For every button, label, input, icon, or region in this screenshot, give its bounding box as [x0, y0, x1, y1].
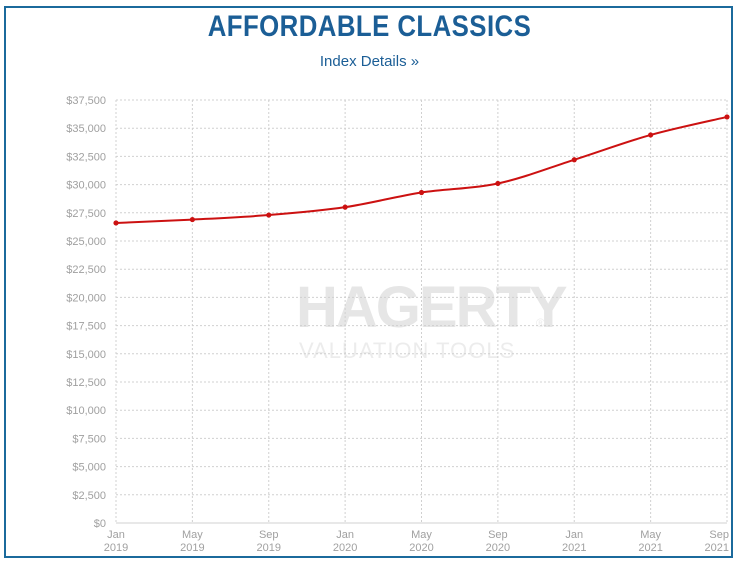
- watermark-tagline: VALUATION TOOLS: [299, 338, 515, 363]
- y-tick-label: $25,000: [66, 236, 106, 248]
- y-tick-label: $30,000: [66, 180, 106, 192]
- x-tick-month: Jan: [336, 529, 354, 541]
- x-tick-year: 2020: [333, 542, 357, 554]
- data-point[interactable]: [571, 157, 577, 163]
- x-tick-month: Sep: [709, 529, 729, 541]
- data-point[interactable]: [418, 189, 425, 196]
- y-tick-label: $17,500: [66, 321, 106, 333]
- y-tick-label: $37,500: [66, 95, 106, 107]
- y-tick-label: $12,500: [66, 377, 106, 389]
- y-tick-label: $7,500: [72, 433, 106, 445]
- x-tick-year: 2021: [705, 542, 729, 554]
- y-tick-label: $10,000: [66, 405, 106, 417]
- x-tick-month: May: [411, 529, 432, 541]
- data-point[interactable]: [724, 114, 730, 120]
- y-tick-label: $35,000: [66, 123, 106, 135]
- chart-grid: [115, 99, 728, 524]
- y-tick-label: $5,000: [72, 462, 106, 474]
- x-tick-month: Sep: [259, 529, 279, 541]
- x-tick-month: May: [640, 529, 661, 541]
- x-tick-year: 2019: [257, 542, 281, 554]
- y-tick-label: $2,500: [72, 490, 106, 502]
- x-tick-year: 2020: [409, 542, 433, 554]
- x-tick-year: 2020: [486, 542, 510, 554]
- x-tick-month: Jan: [107, 529, 125, 541]
- y-tick-label: $0: [94, 518, 106, 530]
- y-axis: $0 $2,500 $5,000 $7,500 $10,000 $12,500 $15,00…: [66, 95, 106, 530]
- data-point[interactable]: [648, 132, 654, 138]
- x-tick-month: May: [182, 529, 203, 541]
- y-tick-label: $27,500: [66, 208, 106, 220]
- x-tick-year: 2021: [562, 542, 586, 554]
- data-point[interactable]: [342, 204, 348, 210]
- data-point[interactable]: [266, 212, 272, 218]
- x-axis: Jan2019May2019Sep2019Jan2020May2020Sep20…: [104, 529, 729, 554]
- y-tick-label: $32,500: [66, 151, 106, 163]
- chart-title: AFFORDABLE CLASSICS: [207, 10, 532, 43]
- series-layer: [113, 114, 730, 226]
- x-tick-year: 2019: [104, 542, 128, 554]
- y-tick-label: $15,000: [66, 349, 106, 361]
- data-point[interactable]: [113, 220, 119, 226]
- data-point[interactable]: [495, 180, 501, 187]
- watermark-brand: HAGERTY: [296, 275, 567, 340]
- chart-frame: [4, 6, 733, 558]
- index-details-link[interactable]: Index Details »: [319, 53, 420, 70]
- watermark-reg: ®: [536, 316, 546, 330]
- x-tick-year: 2021: [638, 542, 662, 554]
- y-tick-label: $20,000: [66, 292, 106, 304]
- x-tick-month: Jan: [565, 529, 583, 541]
- data-point[interactable]: [189, 216, 195, 223]
- x-tick-month: Sep: [488, 529, 508, 541]
- x-tick-year: 2019: [180, 542, 204, 554]
- hagerty-watermark: HAGERTY ® VALUATION TOOLS: [296, 275, 569, 363]
- y-tick-label: $22,500: [66, 264, 106, 276]
